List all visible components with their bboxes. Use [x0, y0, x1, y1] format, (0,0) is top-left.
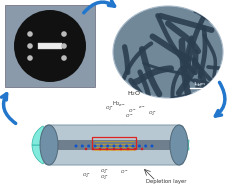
- Text: $O_2^-$: $O_2^-$: [105, 105, 113, 113]
- Wedge shape: [134, 147, 149, 163]
- Text: H$_2$O: H$_2$O: [127, 89, 141, 98]
- Text: $O_2^-$: $O_2^-$: [100, 174, 108, 182]
- Circle shape: [127, 148, 129, 150]
- Text: $e^-$: $e^-$: [138, 104, 146, 111]
- Text: $O^-$: $O^-$: [125, 112, 133, 119]
- Text: $O_2^-$: $O_2^-$: [148, 110, 156, 118]
- Ellipse shape: [170, 125, 188, 165]
- Text: $O_2^-$: $O_2^-$: [100, 168, 108, 176]
- Circle shape: [106, 148, 108, 150]
- Bar: [5, 5, 95, 87]
- Ellipse shape: [40, 125, 58, 165]
- Circle shape: [74, 145, 77, 147]
- Circle shape: [14, 10, 86, 82]
- Text: $O_2^-$: $O_2^-$: [82, 172, 90, 180]
- Circle shape: [87, 145, 90, 147]
- Circle shape: [120, 148, 122, 150]
- Ellipse shape: [113, 6, 223, 98]
- Circle shape: [99, 148, 101, 150]
- Circle shape: [81, 145, 84, 147]
- Wedge shape: [32, 126, 54, 145]
- Circle shape: [141, 148, 143, 150]
- Circle shape: [134, 148, 136, 150]
- Wedge shape: [66, 127, 82, 145]
- Text: $O^-$: $O^-$: [120, 168, 128, 175]
- Bar: [92, 137, 136, 149]
- Circle shape: [100, 145, 103, 147]
- Wedge shape: [169, 140, 189, 157]
- Text: 1 μm: 1 μm: [194, 82, 204, 86]
- Text: $e^-$: $e^-$: [118, 102, 126, 109]
- Circle shape: [61, 31, 67, 37]
- Circle shape: [150, 145, 153, 147]
- Circle shape: [138, 145, 141, 147]
- Wedge shape: [32, 145, 54, 164]
- Circle shape: [93, 145, 96, 147]
- Circle shape: [113, 148, 115, 150]
- Circle shape: [27, 43, 33, 49]
- Circle shape: [144, 145, 147, 147]
- Circle shape: [119, 145, 122, 147]
- Wedge shape: [169, 133, 189, 150]
- Wedge shape: [134, 127, 149, 143]
- Wedge shape: [66, 145, 82, 163]
- Wedge shape: [96, 125, 112, 141]
- FancyBboxPatch shape: [44, 125, 184, 165]
- Text: H$_2$: H$_2$: [112, 99, 120, 108]
- Circle shape: [92, 148, 94, 150]
- Bar: [38, 43, 62, 49]
- Text: Depletion layer: Depletion layer: [146, 179, 186, 184]
- Circle shape: [61, 43, 67, 49]
- Text: $O^-$: $O^-$: [128, 107, 136, 114]
- Wedge shape: [117, 125, 131, 141]
- Circle shape: [61, 55, 67, 61]
- Circle shape: [125, 145, 128, 147]
- Circle shape: [85, 148, 87, 150]
- Circle shape: [27, 31, 33, 37]
- Circle shape: [27, 55, 33, 61]
- Circle shape: [131, 145, 134, 147]
- Bar: [58, 140, 170, 150]
- Circle shape: [106, 145, 109, 147]
- Circle shape: [112, 145, 115, 147]
